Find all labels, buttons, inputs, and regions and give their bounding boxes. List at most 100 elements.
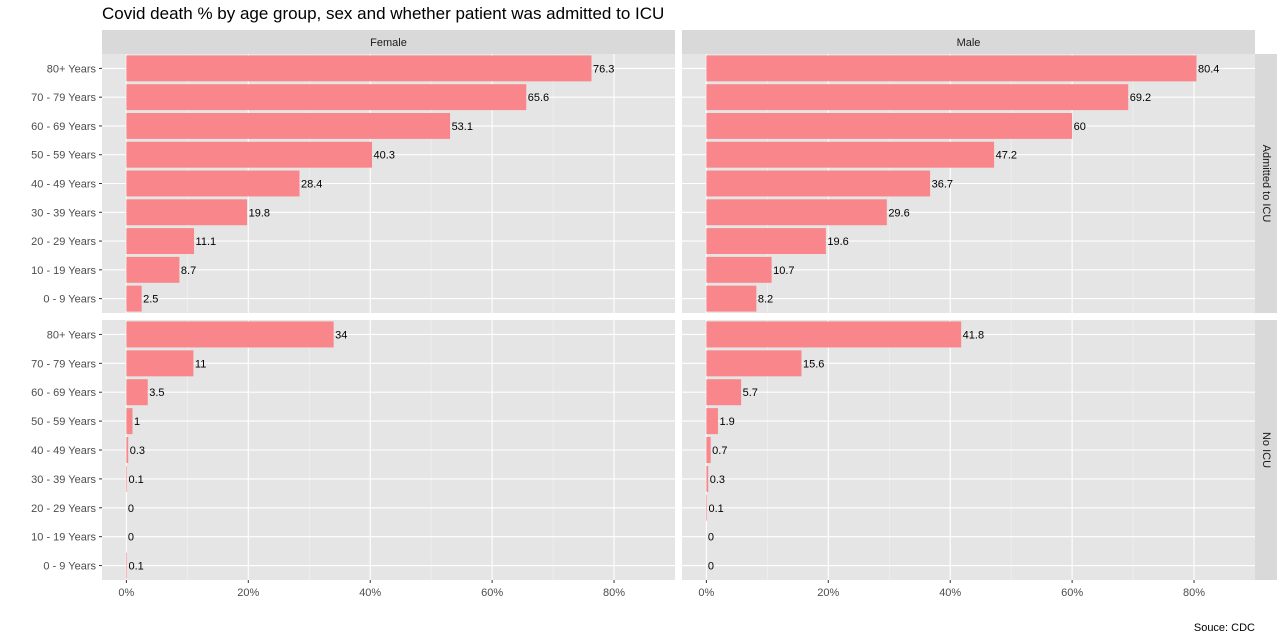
y-tick-label-70-79-years: 70 - 79 Years <box>31 358 96 370</box>
y-tick-label-0-9-years: 0 - 9 Years <box>43 561 96 573</box>
bar-female-admitted-to-icu-40-49-years <box>126 170 300 197</box>
data-label-female-admitted-to-icu-60-69-years: 53.1 <box>452 121 473 133</box>
y-tick-label-30-39-years: 30 - 39 Years <box>31 474 96 486</box>
bar-female-no-icu-30-39-years <box>126 465 127 492</box>
data-label-female-no-icu-80-years: 34 <box>335 329 347 341</box>
y-tick-label-50-59-years: 50 - 59 Years <box>31 150 96 162</box>
data-label-female-no-icu-0-9-years: 0.1 <box>128 561 143 573</box>
bar-female-no-icu-80-years <box>126 321 334 348</box>
y-tick-label-50-59-years: 50 - 59 Years <box>31 416 96 428</box>
data-label-male-admitted-to-icu-0-9-years: 8.2 <box>758 294 773 306</box>
data-label-female-admitted-to-icu-70-79-years: 65.6 <box>528 92 549 104</box>
data-label-male-admitted-to-icu-40-49-years: 36.7 <box>932 179 953 191</box>
data-label-female-no-icu-40-49-years: 0.3 <box>130 445 145 457</box>
x-tick-label-female-60: 60% <box>481 587 503 599</box>
data-label-female-admitted-to-icu-0-9-years: 2.5 <box>143 294 158 306</box>
bar-male-admitted-to-icu-40-49-years <box>706 170 931 197</box>
data-label-female-no-icu-10-19-years: 0 <box>128 532 134 544</box>
y-tick-label-80-years: 80+ Years <box>47 329 97 341</box>
data-label-male-no-icu-60-69-years: 5.7 <box>743 387 758 399</box>
x-tick-label-male-0: 0% <box>698 587 714 599</box>
y-tick-label-10-19-years: 10 - 19 Years <box>31 532 96 544</box>
bar-female-no-icu-60-69-years <box>126 379 148 406</box>
y-tick-label-40-49-years: 40 - 49 Years <box>31 179 96 191</box>
data-label-male-no-icu-80-years: 41.8 <box>963 329 984 341</box>
strip-label-no-icu: No ICU <box>1260 432 1272 468</box>
y-tick-label-20-29-years: 20 - 29 Years <box>31 236 96 248</box>
bar-male-no-icu-30-39-years <box>706 465 709 492</box>
data-label-female-no-icu-60-69-years: 3.5 <box>149 387 164 399</box>
data-label-male-no-icu-0-9-years: 0 <box>708 561 714 573</box>
bar-female-admitted-to-icu-30-39-years <box>126 199 248 226</box>
chart-caption: Souce: CDC <box>1193 622 1255 634</box>
bar-female-no-icu-0-9-years <box>126 552 127 579</box>
data-label-female-admitted-to-icu-80-years: 76.3 <box>593 63 614 75</box>
strip-label-male: Male <box>957 37 981 49</box>
strip-male <box>682 30 1255 54</box>
data-label-male-admitted-to-icu-70-79-years: 69.2 <box>1130 92 1151 104</box>
bar-female-admitted-to-icu-10-19-years <box>126 256 180 283</box>
bar-male-admitted-to-icu-50-59-years <box>706 141 995 168</box>
bar-female-no-icu-40-49-years <box>126 437 129 463</box>
x-tick-label-female-20: 20% <box>237 587 259 599</box>
x-tick-label-male-40: 40% <box>939 587 961 599</box>
bar-female-admitted-to-icu-80-years <box>126 55 592 82</box>
bar-male-no-icu-60-69-years <box>706 379 742 406</box>
bar-male-admitted-to-icu-70-79-years <box>706 84 1129 111</box>
y-tick-label-10-19-years: 10 - 19 Years <box>31 265 96 277</box>
y-tick-label-70-79-years: 70 - 79 Years <box>31 92 96 104</box>
strip-admitted-to-icu <box>1255 54 1277 313</box>
y-tick-label-60-69-years: 60 - 69 Years <box>31 387 96 399</box>
data-label-male-admitted-to-icu-20-29-years: 19.6 <box>827 236 848 248</box>
bar-male-admitted-to-icu-60-69-years <box>706 112 1073 139</box>
x-tick-label-female-0: 0% <box>118 587 134 599</box>
data-label-male-admitted-to-icu-10-19-years: 10.7 <box>773 265 794 277</box>
data-label-female-admitted-to-icu-20-29-years: 11.1 <box>196 236 217 248</box>
data-label-female-admitted-to-icu-50-59-years: 40.3 <box>374 150 395 162</box>
bar-male-admitted-to-icu-80-years <box>706 55 1197 82</box>
bar-male-no-icu-80-years <box>706 321 962 348</box>
x-tick-label-male-60: 60% <box>1061 587 1083 599</box>
bar-male-no-icu-20-29-years <box>706 494 707 521</box>
bar-male-no-icu-50-59-years <box>706 408 718 435</box>
x-tick-label-male-80: 80% <box>1183 587 1205 599</box>
bar-male-no-icu-40-49-years <box>706 437 711 463</box>
y-tick-label-60-69-years: 60 - 69 Years <box>31 121 96 133</box>
y-tick-label-0-9-years: 0 - 9 Years <box>43 294 96 306</box>
chart-title: Covid death % by age group, sex and whet… <box>102 4 665 23</box>
data-label-female-admitted-to-icu-40-49-years: 28.4 <box>301 179 322 191</box>
data-label-male-no-icu-10-19-years: 0 <box>708 532 714 544</box>
bar-female-no-icu-50-59-years <box>126 408 133 435</box>
y-tick-label-20-29-years: 20 - 29 Years <box>31 503 96 515</box>
data-label-male-no-icu-30-39-years: 0.3 <box>710 474 725 486</box>
x-tick-label-female-40: 40% <box>359 587 381 599</box>
data-label-male-no-icu-20-29-years: 0.1 <box>708 503 723 515</box>
data-label-male-no-icu-40-49-years: 0.7 <box>712 445 727 457</box>
bar-male-admitted-to-icu-20-29-years <box>706 228 826 255</box>
data-label-female-admitted-to-icu-30-39-years: 19.8 <box>249 207 270 219</box>
data-label-male-admitted-to-icu-60-69-years: 60 <box>1074 121 1086 133</box>
data-label-female-no-icu-70-79-years: 11 <box>195 358 206 370</box>
bar-female-admitted-to-icu-60-69-years <box>126 112 451 139</box>
x-tick-label-female-80: 80% <box>603 587 625 599</box>
bar-female-admitted-to-icu-20-29-years <box>126 228 195 255</box>
data-label-female-admitted-to-icu-10-19-years: 8.7 <box>181 265 196 277</box>
bar-male-admitted-to-icu-30-39-years <box>706 199 887 226</box>
bar-female-admitted-to-icu-50-59-years <box>126 141 373 168</box>
x-tick-label-male-20: 20% <box>817 587 839 599</box>
bar-female-admitted-to-icu-70-79-years <box>126 84 527 111</box>
y-tick-label-80-years: 80+ Years <box>47 63 97 75</box>
data-label-male-no-icu-50-59-years: 1.9 <box>719 416 734 428</box>
strip-no-icu <box>1255 320 1277 580</box>
strip-label-admitted-to-icu: Admitted to ICU <box>1260 145 1272 223</box>
data-label-male-admitted-to-icu-30-39-years: 29.6 <box>888 207 909 219</box>
data-label-female-no-icu-20-29-years: 0 <box>128 503 134 515</box>
data-label-male-no-icu-70-79-years: 15.6 <box>803 358 824 370</box>
bar-female-admitted-to-icu-0-9-years <box>126 285 142 312</box>
y-tick-label-30-39-years: 30 - 39 Years <box>31 207 96 219</box>
bar-male-no-icu-70-79-years <box>706 350 802 377</box>
bar-male-admitted-to-icu-0-9-years <box>706 285 757 312</box>
bar-female-no-icu-70-79-years <box>126 350 194 377</box>
data-label-female-no-icu-50-59-years: 1 <box>134 416 140 428</box>
